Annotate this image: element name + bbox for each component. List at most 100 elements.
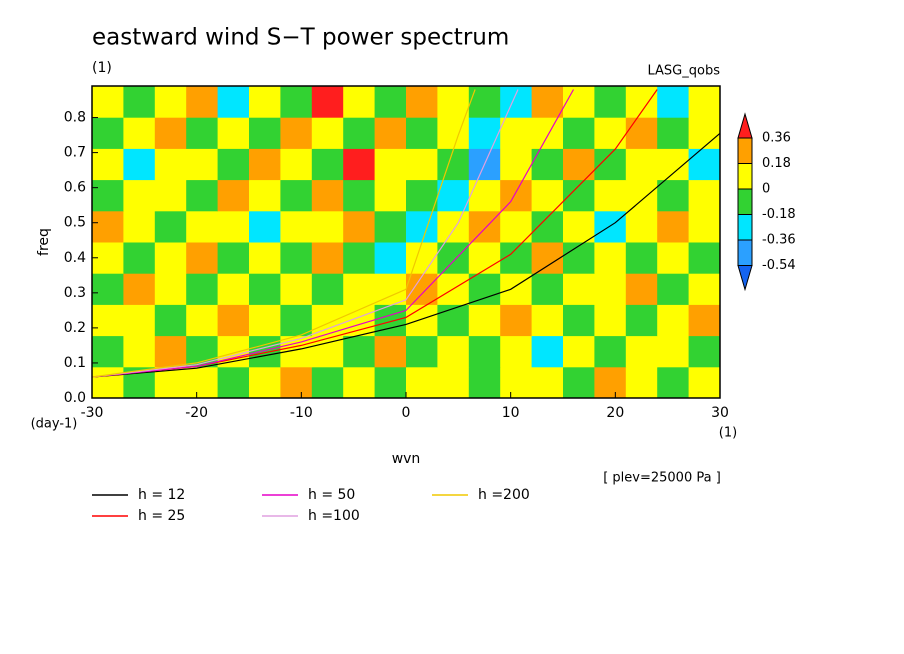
- contour-cell: [92, 148, 124, 181]
- contour-cell: [437, 117, 470, 149]
- colorbar-bottom: [737, 265, 753, 292]
- y-tick-label: 0.2: [64, 320, 86, 336]
- contour-cell: [594, 304, 627, 337]
- legend-label: h = 50: [308, 487, 355, 503]
- contour-cell: [625, 304, 658, 337]
- contour-cell: [217, 210, 250, 243]
- contour-cell: [154, 242, 187, 274]
- contour-cell: [217, 242, 250, 274]
- contour-cell: [688, 86, 721, 118]
- chart-title: eastward wind S−T power spectrum: [92, 25, 509, 51]
- contour-cell: [92, 86, 124, 118]
- contour-cell: [154, 335, 187, 368]
- contour-cell: [500, 304, 533, 337]
- contour-cell: [468, 335, 501, 368]
- y-tick-label: 0.1: [64, 355, 86, 371]
- contour-cell: [311, 86, 344, 118]
- contour-cell: [92, 179, 124, 212]
- contour-cell: [186, 86, 219, 118]
- contour-cell: [154, 210, 187, 243]
- contour-cell: [249, 148, 281, 181]
- contour-cell: [563, 304, 595, 337]
- legend-label: h = 25: [138, 508, 185, 524]
- contour-cell: [186, 273, 219, 305]
- contour-cell: [123, 179, 156, 212]
- contour-cell: [406, 117, 438, 149]
- contour-cell: [311, 273, 344, 305]
- contour-cell: [657, 210, 690, 243]
- contour-cell: [657, 366, 690, 399]
- contour-cell: [531, 304, 564, 337]
- contour-cell: [688, 335, 721, 368]
- contour-cell: [500, 335, 533, 368]
- contour-cell: [688, 273, 721, 305]
- contour-cell: [280, 179, 313, 212]
- colorbar-label: 0.18: [762, 156, 791, 171]
- x-axis-unit: (1): [719, 426, 737, 441]
- y-tick-label: 0.7: [64, 145, 86, 161]
- contour-cell: [374, 210, 407, 243]
- contour-cell: [594, 366, 627, 399]
- contour-cell: [311, 304, 344, 337]
- contour-cell: [280, 117, 313, 149]
- contour-cell: [186, 366, 219, 399]
- contour-cell: [657, 335, 690, 368]
- contour-cell: [343, 86, 376, 118]
- contour-cell: [217, 86, 250, 118]
- contour-cell: [657, 179, 690, 212]
- contour-cell: [406, 86, 438, 118]
- contour-cell: [311, 242, 344, 274]
- contour-cell: [154, 117, 187, 149]
- contour-cell: [500, 273, 533, 305]
- contour-cell: [500, 117, 533, 149]
- dispersion-curve: [91, 89, 575, 378]
- contour-cell: [280, 148, 313, 181]
- contour-cell: [531, 210, 564, 243]
- contour-cell: [688, 148, 721, 181]
- subtitle: (1): [92, 60, 112, 76]
- contour-cell: [500, 210, 533, 243]
- contour-cell: [468, 179, 501, 212]
- contour-cell: [406, 242, 438, 274]
- colorbar-box: [737, 214, 753, 241]
- contour-cell: [280, 366, 313, 399]
- contour-cell: [123, 86, 156, 118]
- contour-cell: [186, 117, 219, 149]
- note: [ plev=25000 Pa ]: [603, 471, 721, 486]
- contour-cell: [688, 366, 721, 399]
- contour-cell: [563, 86, 595, 118]
- contour-cell: [437, 304, 470, 337]
- contour-cell: [311, 148, 344, 181]
- contour-cell: [657, 86, 690, 118]
- contour-cell: [343, 242, 376, 274]
- axes: -30 -20 -10 0 10 20 30 0.0 0.1 0.2 0.3 0.4 0.5 0.6 0.7…: [64, 85, 729, 421]
- contour-cell: [406, 273, 438, 305]
- y-axis-unit: (day-1): [31, 417, 78, 432]
- contour-cell: [657, 273, 690, 305]
- contour-cell: [625, 179, 658, 212]
- contour-cell: [154, 366, 187, 399]
- x-tick-label: 20: [606, 405, 624, 421]
- contour-cell: [406, 304, 438, 337]
- contour-cell: [343, 366, 376, 399]
- contour-cell: [468, 273, 501, 305]
- y-tick-label: 0.0: [64, 390, 86, 406]
- contour-cell: [563, 117, 595, 149]
- contour-cell: [343, 335, 376, 368]
- contour-cell: [374, 242, 407, 274]
- contour-cell: [217, 304, 250, 337]
- y-tick-label: 0.8: [64, 110, 86, 126]
- contour-cell: [437, 242, 470, 274]
- contour-cell: [406, 366, 438, 399]
- contour-cell: [123, 210, 156, 243]
- contour-cell: [123, 304, 156, 337]
- contour-cell: [374, 273, 407, 305]
- x-tick-label: 30: [711, 405, 729, 421]
- y-tick-label: 0.5: [64, 215, 86, 231]
- contour-cell: [249, 179, 281, 212]
- contour-cell: [374, 117, 407, 149]
- contour-cell: [625, 273, 658, 305]
- contour-cell: [468, 86, 501, 118]
- contour-cell: [688, 242, 721, 274]
- colorbar-box: [737, 137, 753, 164]
